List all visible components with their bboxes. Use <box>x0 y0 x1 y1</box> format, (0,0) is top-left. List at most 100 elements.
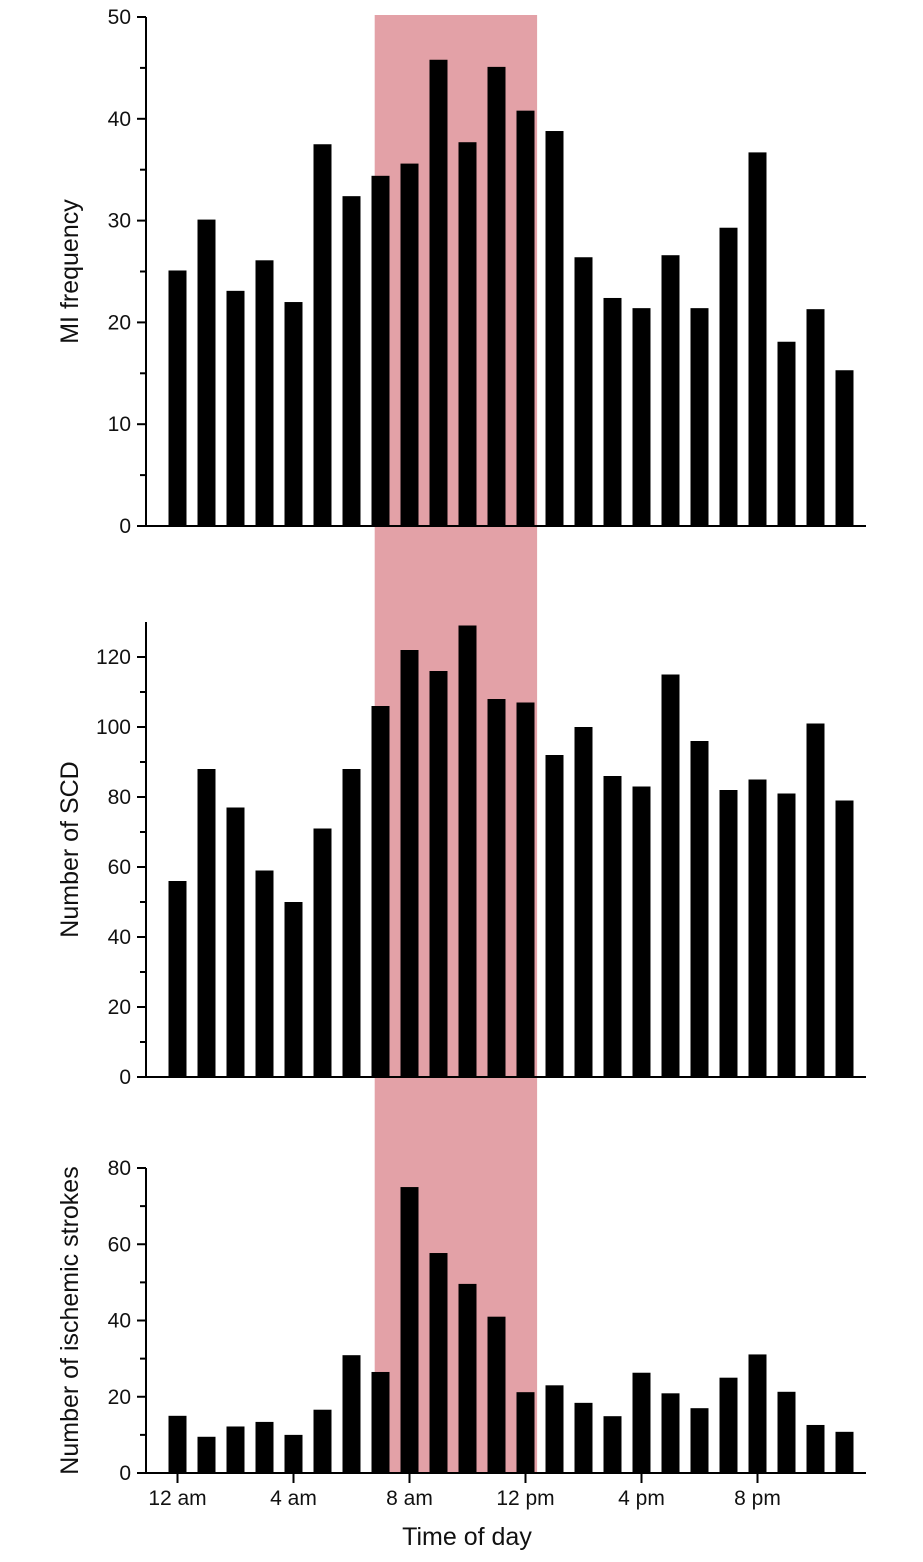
x-tick-label: 4 am <box>270 1487 317 1510</box>
panel-mi-frequency: 0 10 20 30 40 50 MI frequency <box>56 6 866 538</box>
ischemic-strokes-y-tick-label: 80 <box>108 1157 131 1180</box>
mi-frequency-bar <box>661 255 680 526</box>
ischemic-strokes-y-tick-label: 20 <box>108 1386 131 1409</box>
ischemic-strokes-bar <box>429 1253 448 1473</box>
scd-bar <box>284 902 303 1077</box>
mi-frequency-y-tick-label: 10 <box>108 413 131 436</box>
scd-bar <box>574 727 593 1077</box>
scd-bar <box>719 790 738 1077</box>
ischemic-strokes-bar <box>400 1187 419 1473</box>
ischemic-strokes-bar <box>690 1408 709 1473</box>
mi-frequency-y-tick-label: 20 <box>108 311 131 334</box>
scd-bar <box>458 625 477 1077</box>
scd-bar <box>545 755 564 1077</box>
mi-frequency-y-tick-label: 0 <box>119 515 131 538</box>
scd-bar <box>487 699 506 1077</box>
mi-frequency-bar <box>429 59 448 526</box>
ischemic-strokes-bar <box>632 1372 651 1473</box>
scd-bar <box>255 870 274 1077</box>
scd-y-tick-label: 120 <box>96 646 131 669</box>
scd-bar <box>603 776 622 1077</box>
mi-frequency-bar <box>748 152 767 527</box>
ischemic-strokes-bar <box>487 1316 506 1473</box>
scd-bar <box>516 702 535 1077</box>
scd-bar <box>168 881 187 1077</box>
panel-ischemic-strokes: 0 20 40 60 80 Number of ischemic strokes 12 am… <box>56 1157 866 1510</box>
ischemic-strokes-bar <box>168 1415 187 1473</box>
mi-frequency-bar <box>574 257 593 526</box>
scd-bar <box>748 779 767 1077</box>
ischemic-strokes-bar <box>603 1416 622 1473</box>
highlight-band <box>374 15 538 1473</box>
mi-frequency-bar <box>313 144 332 526</box>
ischemic-strokes-y-tick-label: 40 <box>108 1310 131 1333</box>
scd-bar <box>342 769 361 1077</box>
mi-frequency-bar <box>690 308 709 526</box>
ischemic-strokes-bar <box>835 1431 854 1473</box>
mi-frequency-bar <box>284 302 303 526</box>
mi-frequency-y-axis-label: MI frequency <box>56 199 84 344</box>
scd-y-axis-label: Number of SCD <box>56 761 84 937</box>
ischemic-strokes-bar <box>197 1436 216 1473</box>
x-tick-label: 12 pm <box>496 1487 554 1510</box>
scd-y-tick-label: 60 <box>108 856 131 879</box>
ischemic-strokes-bar <box>458 1283 477 1473</box>
scd-bar <box>400 650 419 1077</box>
mi-frequency-bar <box>400 163 419 527</box>
panel-scd: 0 20 40 60 80 100 120 Number of SCD <box>56 622 866 1089</box>
mi-frequency-bar <box>516 110 535 526</box>
ischemic-strokes-y-tick-label: 60 <box>108 1233 131 1256</box>
scd-bar <box>226 807 245 1077</box>
scd-bar <box>690 741 709 1077</box>
mi-frequency-bar <box>603 297 622 526</box>
ischemic-strokes-y-axis-label: Number of ischemic strokes <box>56 1166 84 1474</box>
ischemic-strokes-bar <box>806 1424 825 1473</box>
x-tick-label: 8 pm <box>734 1487 781 1510</box>
mi-frequency-y-tick-label: 40 <box>108 108 131 131</box>
scd-bar <box>429 671 448 1077</box>
mi-frequency-bar <box>342 196 361 526</box>
x-tick-label: 4 pm <box>618 1487 665 1510</box>
scd-y-tick-label: 0 <box>119 1066 131 1089</box>
scd-bar <box>371 706 390 1077</box>
scd-bar <box>777 793 796 1077</box>
x-axis-label: Time of day <box>402 1523 532 1551</box>
x-tick-label: 12 am <box>148 1487 206 1510</box>
mi-frequency-bar <box>197 219 216 526</box>
scd-y-tick-label: 100 <box>96 716 131 739</box>
mi-frequency-bar <box>371 175 390 527</box>
mi-frequency-bar <box>168 270 187 526</box>
scd-bar <box>197 769 216 1077</box>
ischemic-strokes-bar <box>661 1393 680 1473</box>
ischemic-strokes-bar <box>545 1385 564 1473</box>
mi-frequency-bar <box>487 66 506 526</box>
ischemic-strokes-bar <box>719 1377 738 1473</box>
scd-bar <box>632 786 651 1077</box>
mi-frequency-bar <box>835 370 854 526</box>
ischemic-strokes-bar <box>255 1421 274 1473</box>
ischemic-strokes-bar <box>284 1434 303 1473</box>
ischemic-strokes-bar <box>371 1371 390 1473</box>
x-tick-label: 8 am <box>386 1487 433 1510</box>
scd-bar <box>313 828 332 1077</box>
ischemic-strokes-bar <box>516 1392 535 1473</box>
mi-frequency-bar <box>545 131 564 527</box>
ischemic-strokes-bar <box>777 1391 796 1473</box>
mi-frequency-bar <box>632 308 651 526</box>
ischemic-strokes-y-tick-label: 0 <box>119 1462 131 1485</box>
mi-frequency-bar <box>458 142 477 527</box>
ischemic-strokes-bar <box>574 1402 593 1473</box>
mi-frequency-bar <box>806 309 825 526</box>
mi-frequency-bar <box>255 260 274 526</box>
mi-frequency-bar <box>226 290 245 526</box>
mi-frequency-bar <box>777 341 796 526</box>
scd-bar <box>835 800 854 1077</box>
scd-y-tick-label: 20 <box>108 996 131 1019</box>
ischemic-strokes-bar <box>226 1426 245 1473</box>
scd-y-tick-label: 80 <box>108 786 131 809</box>
mi-frequency-bar <box>719 227 738 526</box>
ischemic-strokes-bar <box>748 1354 767 1473</box>
scd-bar <box>661 674 680 1077</box>
scd-bar <box>806 723 825 1077</box>
